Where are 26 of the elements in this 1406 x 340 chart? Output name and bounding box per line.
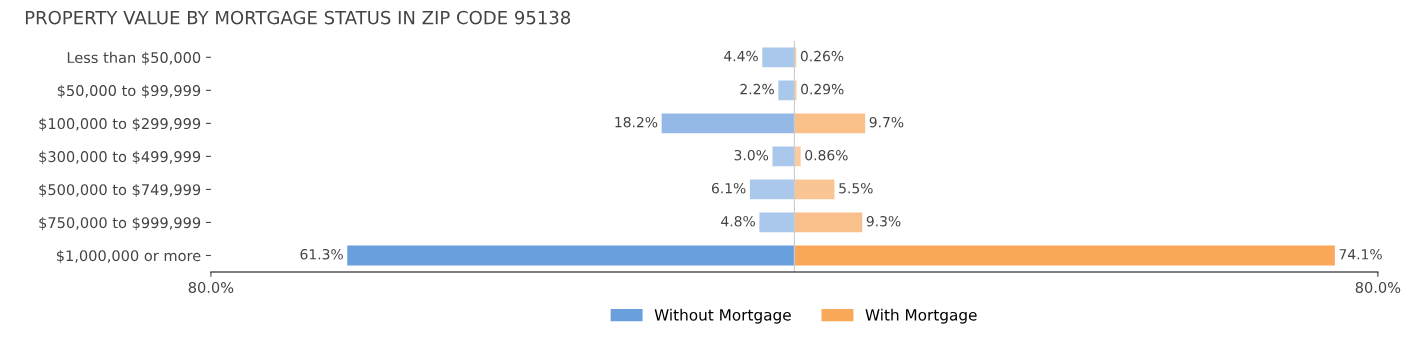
data-label: 61.3% [300,249,343,260]
data-label: 74.1% [1339,249,1382,260]
data-label: 18.2% [615,116,658,128]
y-tick-label: $300,000 to $499,999 [39,150,201,165]
y-tick-label: Less than $50,000 [67,51,201,65]
data-label: 4.8% [721,215,755,227]
data-label: 9.3% [866,215,901,227]
y-tick-label: $50,000 to $99,999 [57,84,201,99]
y-tick-label: $750,000 to $999,999 [39,216,201,231]
y-tick-label: $500,000 to $749,999 [39,183,201,198]
y-tick-label: $1,000,000 or more [56,249,201,264]
data-label: 0.86% [805,149,848,161]
data-label: 9.7% [869,116,904,128]
legend-label: With Mortgage [865,308,977,324]
y-tick-label: $100,000 to $299,999 [39,117,201,132]
data-label: 4.4% [724,50,758,62]
data-label: 2.2% [740,83,774,95]
data-label: 0.29% [801,83,844,95]
x-tick-label: 80.0% [188,281,234,294]
data-label: 5.5% [839,182,873,194]
legend-label: Without Mortgage [654,308,791,324]
data-label: 6.1% [711,182,746,194]
chart-title: PROPERTY VALUE BY MORTGAGE STATUS IN ZIP CODE 95138 [25,10,571,25]
data-label: 0.26% [800,50,844,62]
x-tick-label: 80.0% [1355,281,1401,294]
data-label: 3.0% [734,149,769,161]
